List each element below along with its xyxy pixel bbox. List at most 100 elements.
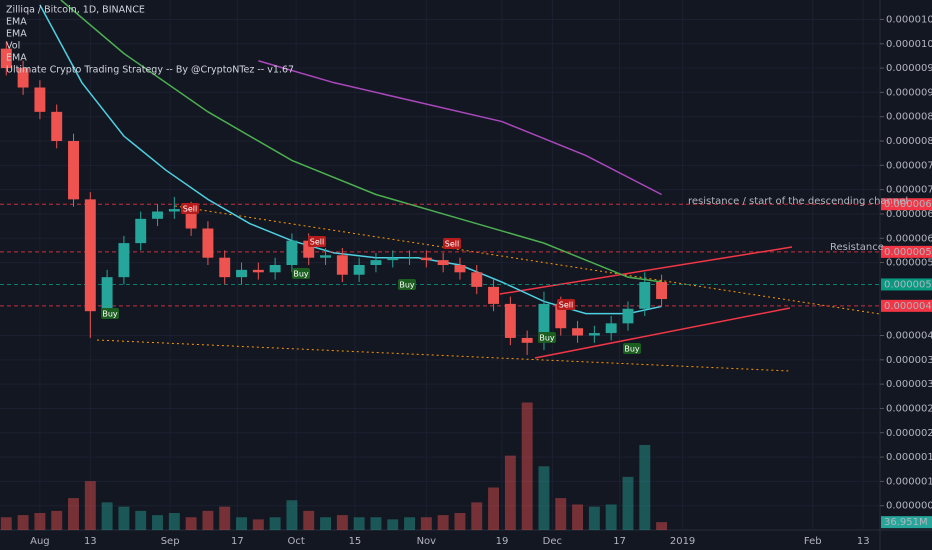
volume-bar (370, 517, 382, 530)
grid (0, 0, 880, 530)
signal-label: Sell (559, 301, 573, 310)
volume-bar (538, 466, 550, 530)
candle-body (420, 257, 432, 261)
volume-bar (605, 504, 617, 530)
candle-body (521, 337, 533, 343)
y-tick-label: 0.00000400 (886, 331, 932, 342)
candle-body (202, 228, 214, 258)
trendline (96, 339, 791, 372)
candle-body (555, 303, 567, 329)
y-tick-label: 0.00001050 (886, 14, 932, 25)
volume-marker-label: 36.951M (884, 517, 928, 528)
y-tick-label: 0.00000750 (886, 160, 932, 171)
volume-bar (320, 517, 331, 530)
volume-bar (555, 498, 567, 530)
legend-entry: EMA (6, 17, 27, 28)
y-tick-label: 0.00000350 (886, 355, 932, 366)
x-tick-label: 17 (231, 536, 244, 547)
price-marker (881, 299, 932, 312)
candle-body (538, 303, 550, 343)
y-tick-label: 0.00000300 (886, 379, 932, 390)
candle-body (639, 282, 651, 309)
y-tick-label: 0.00000250 (886, 403, 932, 414)
legend: Zilliqa / Bitcoin, 1D, BINANCE EMAEMAVol… (6, 5, 294, 76)
candle-body (605, 323, 617, 334)
candle-body (370, 260, 382, 265)
candle-body (572, 328, 584, 336)
x-tick-label: Feb (804, 536, 822, 547)
legend-entry: Vol (6, 41, 20, 52)
candle-body (68, 141, 79, 200)
candle-body (236, 269, 247, 278)
signal-box (398, 279, 416, 290)
x-tick-label: 2019 (670, 536, 695, 547)
candle-body (286, 240, 298, 265)
y-tick-label: 0.00000650 (886, 209, 932, 220)
candle-body (84, 199, 96, 312)
volume-bar (588, 506, 600, 530)
volume-bar (219, 506, 231, 530)
volume-bar (269, 517, 281, 530)
annotation: resistance / start of the descending cha… (688, 196, 908, 207)
signal-box (623, 343, 641, 354)
volume-bar (420, 517, 432, 530)
volume-bar (84, 481, 96, 530)
x-tick-label: Dec (543, 536, 562, 547)
candle-body (437, 260, 449, 265)
volume-bar (639, 445, 651, 530)
trendline (174, 205, 881, 315)
x-tick-label: Sep (161, 536, 180, 547)
y-tick-label: 0.00000950 (886, 63, 932, 74)
candle-body (320, 255, 331, 258)
candle-body (387, 257, 399, 261)
candle-body (269, 265, 281, 273)
y-tick-label: 0.00001000 (886, 39, 932, 50)
channel-line (499, 246, 793, 295)
volume-bar (118, 506, 130, 530)
volume-bar (236, 517, 247, 530)
candle-body (336, 255, 348, 275)
y-tick-label: 0.00000050 (886, 501, 932, 512)
x-tick-label: 17 (613, 536, 626, 547)
signal-label: Buy (293, 270, 309, 279)
x-tick-label: Aug (30, 536, 50, 547)
y-tick-label: 0.00000150 (886, 452, 932, 463)
x-tick-label: 19 (496, 536, 509, 547)
signal-box (292, 268, 310, 279)
ema-line (258, 60, 662, 196)
volume-bar (17, 515, 29, 530)
price-marker-label: 0.00000670 (884, 199, 932, 210)
x-tick-label: 13 (84, 536, 97, 547)
volume-bar (152, 515, 163, 530)
volume-marker (881, 516, 932, 529)
signal-label: Buy (102, 310, 118, 319)
y-tick-label: 0.00000900 (886, 87, 932, 98)
candle-body (303, 240, 315, 258)
volume-bar (286, 500, 298, 530)
y-tick-label: 0.00000200 (886, 428, 932, 439)
signal-box (557, 299, 575, 310)
candle-body (454, 265, 466, 273)
volume-bar (504, 455, 516, 530)
plot (0, 0, 880, 355)
candle-body (168, 209, 180, 212)
volume-bar (303, 510, 315, 530)
signal-label: Sell (310, 238, 324, 247)
y-tick-label: 0.00000800 (886, 136, 932, 147)
signal-box (443, 238, 461, 249)
volume-bar (101, 502, 113, 530)
volume-bar (521, 402, 533, 530)
volume-bar (68, 498, 79, 530)
volume-bar (471, 502, 483, 530)
volume-bar (437, 515, 449, 530)
volume (0, 402, 668, 530)
price-marker (881, 245, 932, 258)
channel-line (534, 307, 791, 359)
price-marker (881, 278, 932, 291)
candle-body (471, 272, 483, 287)
candle-body (118, 243, 130, 278)
candle-body (0, 48, 12, 69)
signal-label: Buy (624, 345, 640, 354)
candle-body (656, 282, 668, 300)
price-marker-label: 0.00000461 (884, 301, 932, 312)
